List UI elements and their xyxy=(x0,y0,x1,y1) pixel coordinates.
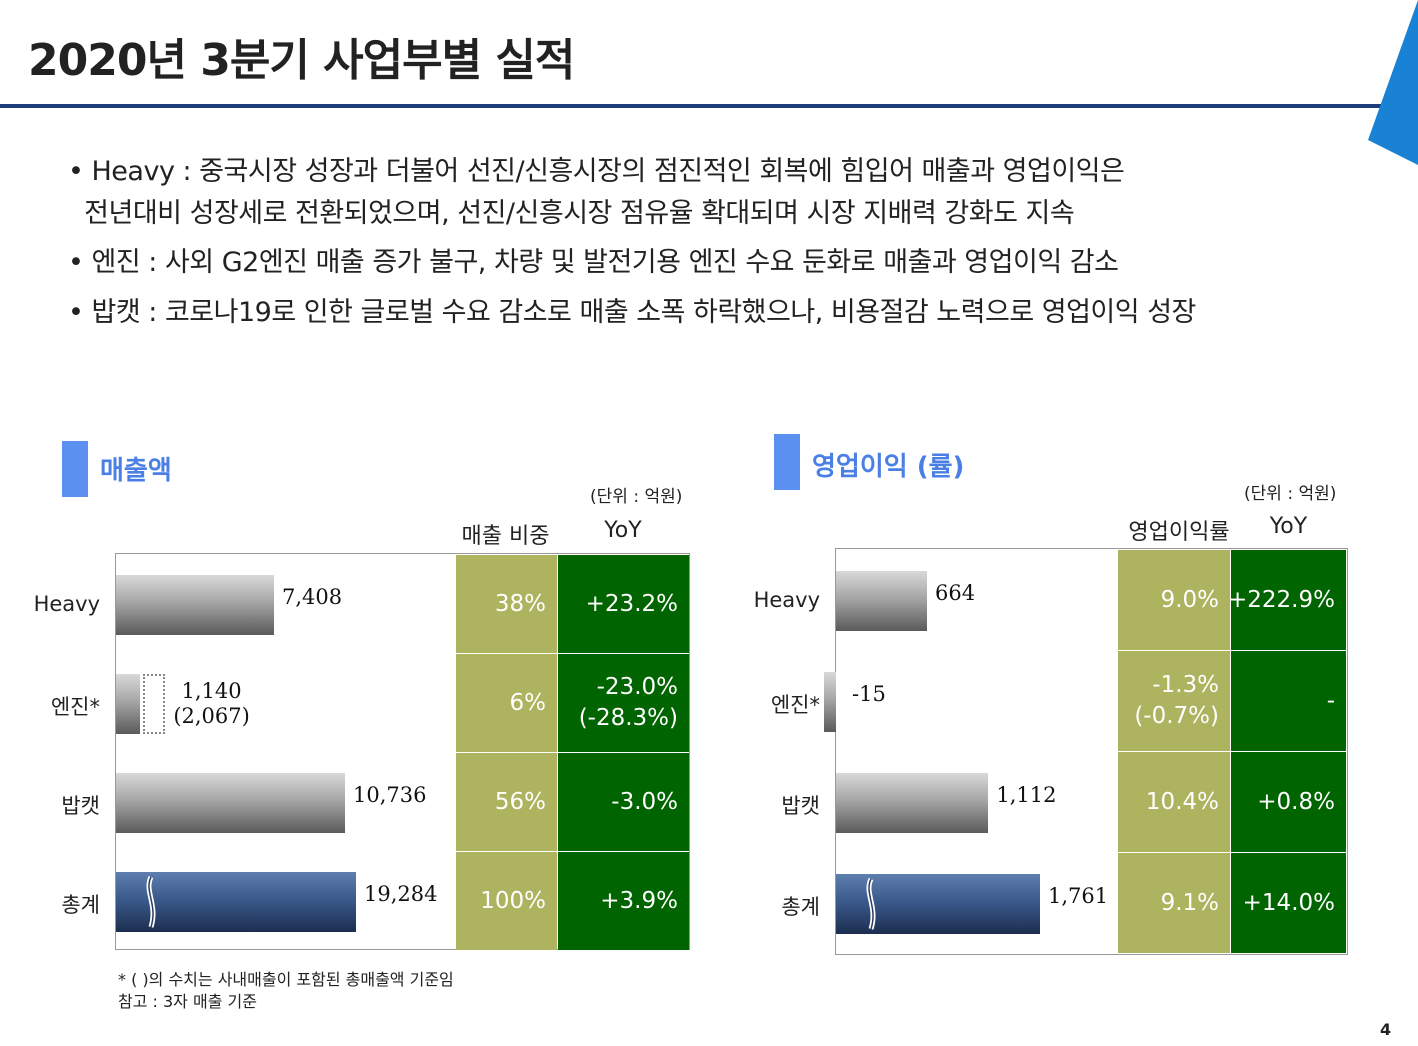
footnote-internal-sales: * ( )의 수치는 사내매출이 포함된 총매출액 기준임 xyxy=(118,970,454,989)
revenue-section-marker xyxy=(62,441,88,497)
revenue-label-2: 밥캣 xyxy=(61,793,100,818)
op-profit-yoy-cell-1: - xyxy=(1231,651,1346,751)
op-profit-value-3: 1,761 xyxy=(1048,884,1108,909)
page-title: 2020년 3분기 사업부별 실적 xyxy=(28,35,575,86)
revenue-value-label-1: 1,140 xyxy=(181,678,242,703)
op-profit-unit: (단위 : 억원) xyxy=(1244,484,1337,504)
op-profit-value-label-1: -15 xyxy=(852,681,886,706)
op-profit-label-1: 엔진* xyxy=(770,692,820,717)
revenue-unit: (단위 : 억원) xyxy=(590,487,683,507)
revenue-section-title: 매출액 xyxy=(100,456,172,486)
op-profit-yoy-cell-2: +0.8% xyxy=(1231,752,1346,852)
op-profit-yoy-text-3-0: +14.0% xyxy=(1242,889,1335,916)
revenue-axis-break-icon xyxy=(146,875,156,928)
revenue-bar-1 xyxy=(116,673,141,734)
revenue-yoy-text-1-1: (-28.3%) xyxy=(578,705,678,731)
revenue-bar-3 xyxy=(116,871,356,932)
op-profit-share-text-0-0: 9.0% xyxy=(1160,586,1219,613)
op-profit-share-cell-2: 10.4% xyxy=(1118,752,1230,852)
op-profit-value-2: 1,112 xyxy=(996,783,1056,808)
op-profit-label-0: Heavy xyxy=(753,587,820,612)
op-profit-value-label-3: 1,761 xyxy=(1048,883,1109,908)
op-profit-section-title: 영업이익 (률) xyxy=(812,452,965,482)
op-profit-bar-2 xyxy=(836,772,989,833)
revenue-share-text-0-0: 38% xyxy=(494,590,546,617)
revenue-yoy-cell-2: -3.0% xyxy=(558,753,689,851)
page-number: 4 xyxy=(1380,1020,1392,1039)
revenue-yoy-cell-0: +23.2% xyxy=(558,555,689,653)
op-profit-yoy-text-0-0: +222.9% xyxy=(1228,586,1335,613)
op-profit-yoy-header: YoY xyxy=(1269,514,1308,539)
bullet-engine: • 엔진 : 사외 G2엔진 매출 증가 불구, 차량 및 발전기용 엔진 수요… xyxy=(68,247,1119,278)
revenue-value-0: 7,408 xyxy=(282,585,342,610)
bullet-heavy-line1: • Heavy : 중국시장 성장과 더불어 선진/신흥시장의 점진적인 회복에… xyxy=(68,156,1125,187)
op-profit-yoy-cell-0: +222.9% xyxy=(1228,550,1346,650)
revenue-value-label-0: 7,408 xyxy=(282,584,343,609)
revenue-share-cell-2: 56% xyxy=(456,753,557,851)
bullet-heavy-line2: 전년대비 성장세로 전환되었으며, 선진/신흥시장 점유율 확대되며 시장 지배… xyxy=(68,198,1075,229)
revenue-value-2: 10,736 xyxy=(353,783,426,808)
op-profit-label-3: 총계 xyxy=(781,894,820,919)
revenue-yoy-text-0-0: +23.2% xyxy=(585,590,678,617)
op-profit-label-2: 밥캣 xyxy=(781,793,820,818)
revenue-yoy-text-3-0: +3.9% xyxy=(600,887,678,914)
revenue-label-0: Heavy xyxy=(33,591,100,616)
revenue-share-cell-1: 6% xyxy=(456,654,557,752)
op-profit-bar-1 xyxy=(824,671,836,732)
op-profit-bar-0 xyxy=(836,570,927,631)
revenue-share-header: 매출 비중 xyxy=(461,524,550,549)
op-profit-share-text-1-1: (-0.7%) xyxy=(1134,703,1219,729)
op-margin-header: 영업이익률 xyxy=(1128,520,1230,545)
op-profit-axis-break-icon xyxy=(866,877,876,930)
revenue-value-label-2: 10,736 xyxy=(352,782,427,807)
footnote-basis: 참고 : 3자 매출 기준 xyxy=(118,992,257,1011)
op-profit-share-text-2-0: 10.4% xyxy=(1145,788,1219,815)
revenue-share-cell-3: 100% xyxy=(456,852,557,950)
op-profit-yoy-text-2-0: +0.8% xyxy=(1257,788,1335,815)
op-profit-yoy-cell-3: +14.0% xyxy=(1231,853,1346,953)
op-profit-share-text-3-0: 9.1% xyxy=(1160,889,1219,916)
revenue-yoy-cell-1: -23.0% (-28.3%) xyxy=(558,654,689,752)
op-profit-value-0: 664 xyxy=(935,581,975,606)
revenue-yoy-header: YoY xyxy=(604,518,642,543)
revenue-yoy-text-1-0: -23.0% xyxy=(596,674,678,700)
revenue-share-cell-0: 38% xyxy=(456,555,557,653)
op-profit-share-cell-0: 9.0% xyxy=(1118,550,1230,650)
revenue-share-text-2-0: 56% xyxy=(494,788,546,815)
revenue-label-3: 총계 xyxy=(61,892,100,917)
op-profit-value-label-2: 1,112 xyxy=(996,782,1057,807)
op-profit-share-text-1-0: -1.3% xyxy=(1152,672,1219,698)
corner-accent-shape xyxy=(1368,0,1418,165)
op-profit-share-cell-1: -1.3% (-0.7%) xyxy=(1118,651,1230,751)
revenue-yoy-cell-3: +3.9% xyxy=(558,852,689,950)
op-profit-yoy-text-1-0: - xyxy=(1326,687,1335,714)
op-profit-share-cell-3: 9.1% xyxy=(1118,853,1230,953)
revenue-bar-0 xyxy=(116,574,274,635)
revenue-bar-secondary-1 xyxy=(143,673,166,734)
title-divider xyxy=(0,104,1392,108)
revenue-value-label-3: 19,284 xyxy=(364,881,438,906)
revenue-label-1: 엔진* xyxy=(50,694,100,719)
revenue-share-text-3-0: 100% xyxy=(480,887,546,914)
revenue-secondary-label-1: (2,067) xyxy=(173,703,250,728)
revenue-value-1: 1,140 (2,067) xyxy=(173,679,250,729)
op-profit-value-1: -15 xyxy=(852,682,886,707)
revenue-bar-2 xyxy=(116,772,345,833)
revenue-value-3: 19,284 xyxy=(364,882,437,907)
revenue-yoy-text-2-0: -3.0% xyxy=(611,788,678,815)
op-profit-section-marker xyxy=(774,434,800,490)
revenue-share-text-1-0: 6% xyxy=(509,689,547,716)
op-profit-value-label-0: 664 xyxy=(935,580,976,605)
bullet-bobcat: • 밥캣 : 코로나19로 인한 글로벌 수요 감소로 매출 소폭 하락했으나,… xyxy=(68,297,1196,328)
